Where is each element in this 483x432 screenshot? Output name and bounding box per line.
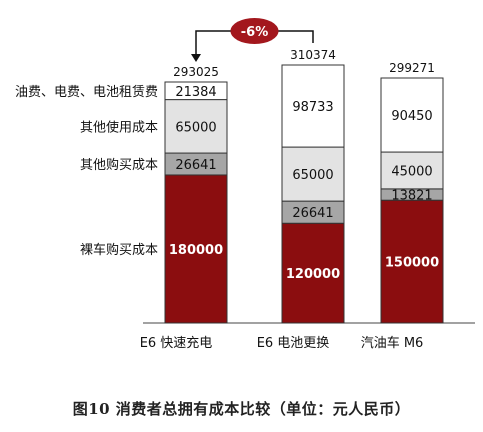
bar-segment [164, 81, 228, 101]
category-labels: E6 快速充电 E6 电池更换 汽油车 M6 [140, 335, 424, 351]
data-label: 65000 [292, 168, 333, 183]
category-label: 汽油车 M6 [361, 335, 424, 351]
change-badge-label: -6% [241, 25, 268, 40]
bar-segment [281, 146, 345, 202]
category-label: E6 电池更换 [257, 336, 330, 351]
data-label: 98733 [292, 100, 333, 115]
change-badge [230, 18, 279, 44]
series-name-label: 裸车购买成本 [80, 242, 158, 258]
figure-caption: 图10 消费者总拥有成本比较（单位：元人民币） [72, 400, 411, 418]
bar-segment [281, 64, 345, 148]
bar-segment [281, 222, 345, 324]
data-label: 45000 [391, 164, 432, 179]
bars: 180000 26641 65000 21384 293025 120000 26641 65… [164, 48, 444, 324]
data-label: 26641 [292, 206, 333, 221]
category-label: E6 快速充电 [140, 335, 213, 351]
data-label: 21384 [175, 85, 216, 100]
total-label: 299271 [389, 61, 435, 75]
total-label: 310374 [290, 48, 336, 62]
data-label: 150000 [385, 256, 439, 271]
arrow-head [191, 54, 201, 62]
change-annotation: -6% [191, 18, 314, 62]
data-label: 65000 [175, 120, 216, 135]
bar-segment [164, 99, 228, 154]
bar-segment [380, 77, 444, 153]
data-label: 180000 [169, 243, 223, 258]
series-name-label: 其他使用成本 [80, 119, 158, 135]
data-label: 26641 [175, 158, 216, 173]
data-label: 13821 [391, 189, 432, 204]
data-label: 120000 [286, 267, 340, 282]
bar-segment [164, 174, 228, 324]
series-name-label: 油费、电费、电池租赁费 [15, 85, 158, 100]
bar-segment [380, 151, 444, 190]
total-label: 293025 [173, 65, 219, 79]
bar-segment [380, 199, 444, 324]
data-label: 90450 [391, 109, 432, 124]
series-name-label: 其他购买成本 [80, 157, 158, 173]
